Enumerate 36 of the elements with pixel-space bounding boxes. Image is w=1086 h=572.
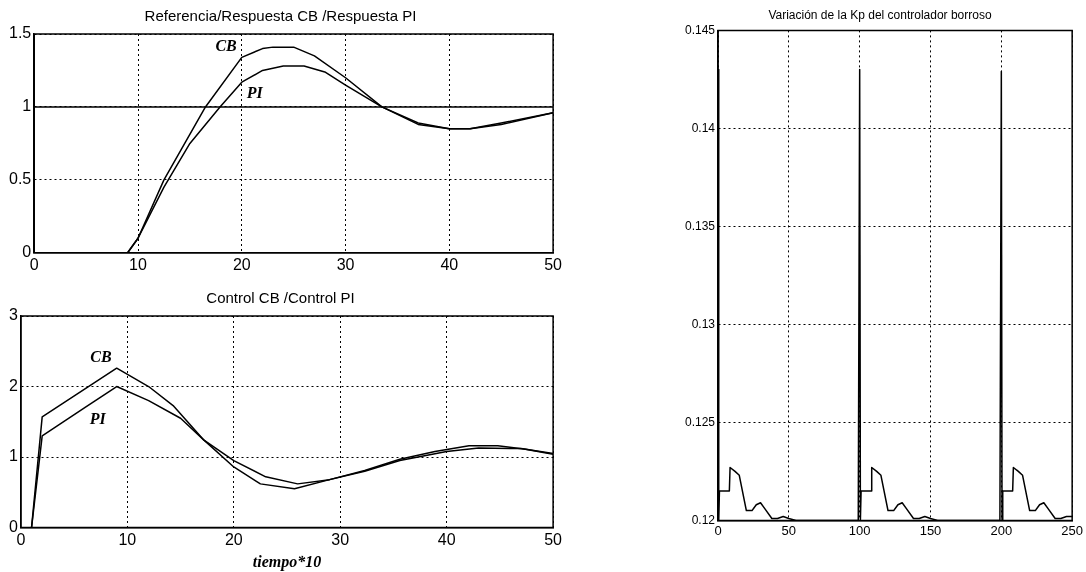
y-tick-label: 0.12 [691,512,716,527]
x-tick-label: 40 [440,255,459,273]
x-tick-label: 40 [437,530,456,548]
x-tick-label: 100 [848,522,871,538]
x-tick-label: 10 [129,255,148,273]
y-tick-label: 2 [8,376,18,394]
x-tick-label: 150 [919,522,942,538]
annotation: PI [245,84,264,102]
y-tick-label: 0.125 [685,414,716,429]
x-tick-label: 10 [118,530,137,548]
annotation: CB [90,348,113,366]
annotation: PI [88,409,107,427]
x-tick-label: 250 [1061,522,1084,538]
y-tick-label: 1 [8,447,18,465]
x-tick-label: 20 [232,255,251,273]
y-tick-label: 3 [8,306,18,324]
x-tick-label: 200 [990,522,1013,538]
x-tick-label: 20 [224,530,243,548]
y-tick-label: 0.14 [691,120,716,135]
y-tick-label: 0.135 [685,218,716,233]
annotation: CB [215,37,238,55]
y-tick-label: 0 [22,243,32,261]
chart-title: Variación de la Kp del controlador borroso [768,7,992,22]
chart-title: Referencia/Respuesta CB /Respuesta PI [144,7,417,25]
y-tick-label: 0.145 [685,22,716,37]
y-tick-label: 0.13 [691,316,716,331]
y-tick-label: 1.5 [8,24,32,42]
y-tick-label: 0.5 [8,170,32,188]
x-axis-title: tiempo*10 [252,552,322,571]
x-tick-label: 30 [336,255,355,273]
x-tick-label: 30 [331,530,350,548]
x-tick-label: 50 [781,522,797,538]
x-tick-label: 50 [544,530,563,548]
x-tick-label: 50 [544,255,563,273]
y-tick-label: 1 [22,97,32,115]
chart-title: Control CB /Control PI [206,289,355,307]
